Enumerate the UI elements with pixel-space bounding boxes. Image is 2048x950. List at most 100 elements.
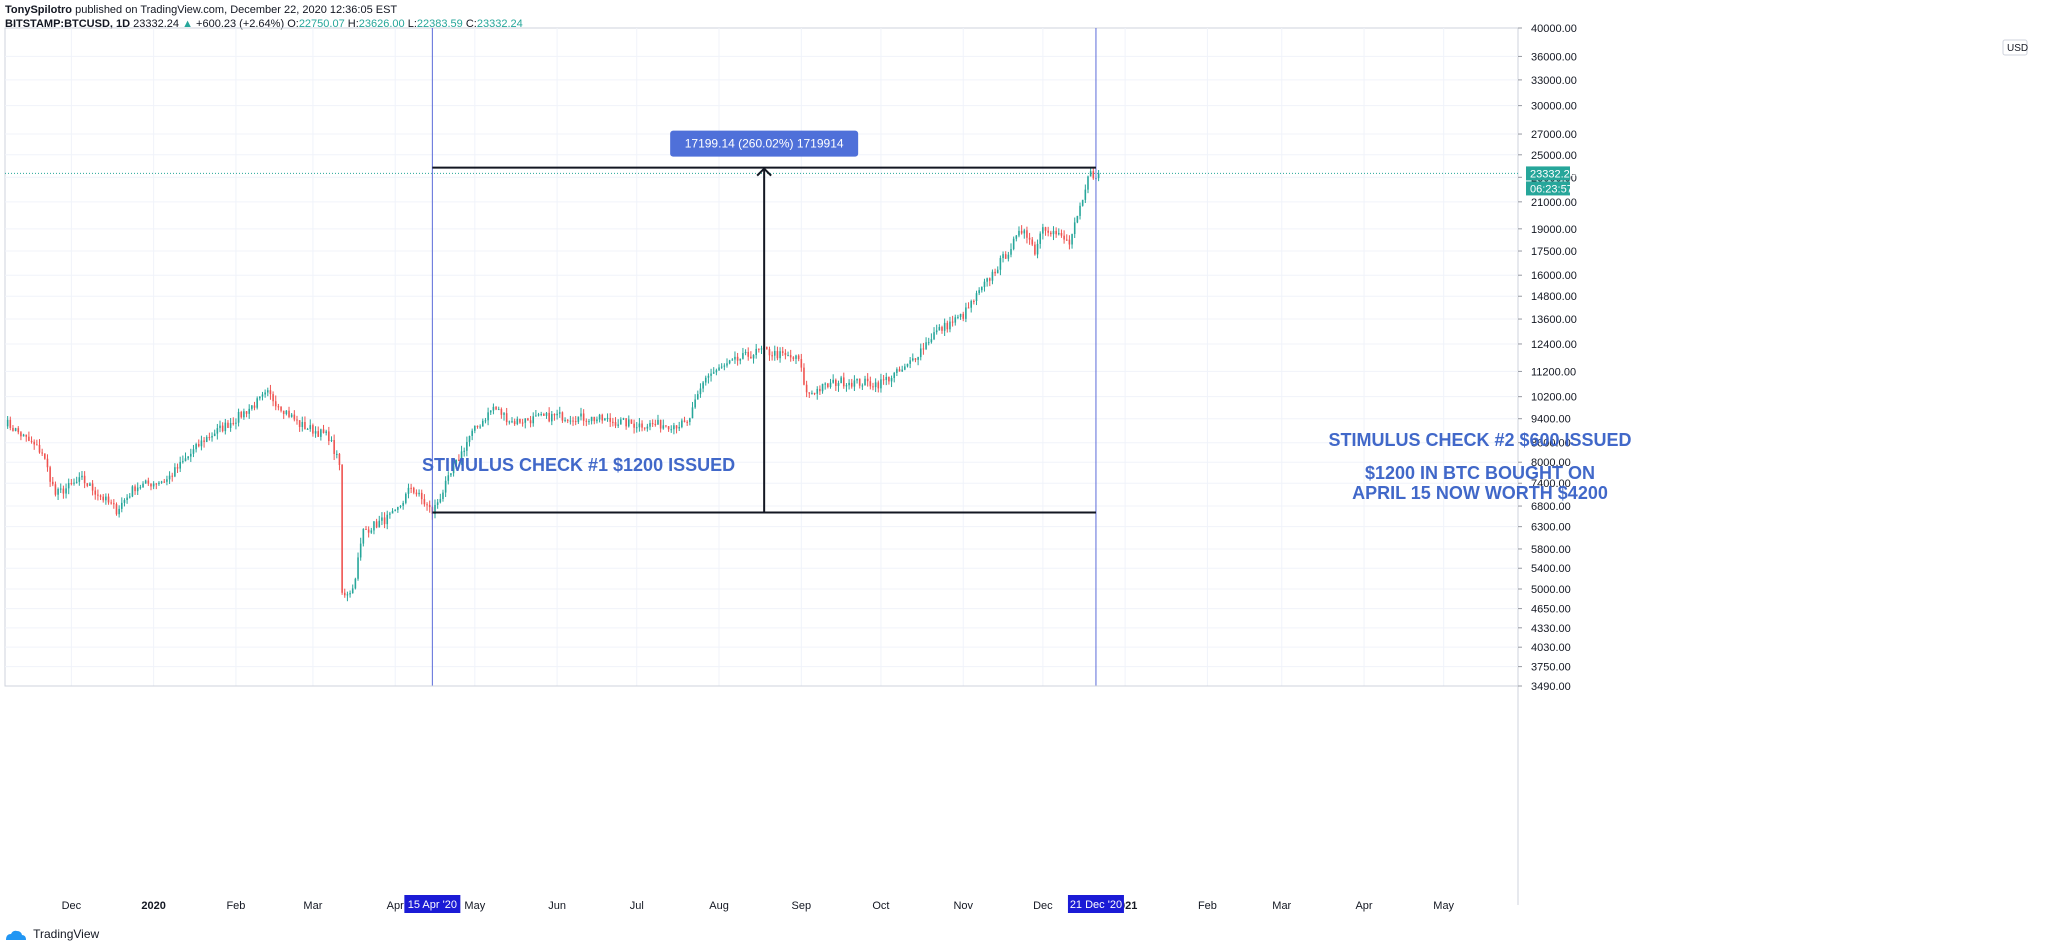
candle: [322, 424, 325, 434]
candle-body: [386, 514, 389, 525]
candle: [439, 493, 442, 504]
author-name[interactable]: TonySpilotro: [5, 4, 73, 16]
candle: [885, 372, 888, 386]
candle: [187, 455, 189, 461]
candle-body: [253, 405, 256, 408]
x-tick-label: Dec: [1033, 900, 1053, 912]
candle-body: [545, 412, 548, 416]
candle-body: [678, 427, 681, 429]
candle-body: [33, 441, 35, 445]
candle-body: [874, 382, 877, 388]
candle: [136, 482, 139, 495]
candle-body: [86, 483, 89, 486]
candle-body: [20, 432, 22, 437]
candle-body: [163, 481, 166, 483]
candle-body: [426, 504, 428, 506]
candle: [357, 552, 359, 581]
candle: [811, 390, 813, 395]
candle-body: [943, 322, 946, 331]
candle-body: [954, 317, 957, 323]
candle-body: [951, 321, 954, 323]
candle: [259, 396, 261, 401]
candle: [561, 411, 564, 423]
candle: [330, 436, 333, 442]
x-tick-label: Oct: [872, 900, 889, 912]
candle-body: [689, 418, 691, 423]
candle: [328, 426, 330, 446]
candle-body: [126, 497, 128, 501]
candle: [309, 419, 312, 432]
candle: [89, 482, 91, 486]
candle-body: [566, 419, 569, 421]
candle: [946, 320, 949, 333]
candle-body: [59, 488, 62, 490]
candle-body: [280, 406, 282, 411]
candle: [410, 483, 412, 494]
footer-brand[interactable]: TradingView: [5, 927, 99, 941]
candle-body: [513, 421, 516, 425]
candle-body: [1071, 234, 1073, 245]
time-axis[interactable]: Dec 2020 Feb Mar Apr May Jun Jul Aug Sep Oct Nov Dec…: [5, 685, 1518, 913]
candle: [22, 433, 25, 437]
candle-body: [1050, 232, 1052, 235]
candle-body: [917, 357, 919, 360]
candle-body: [808, 392, 811, 394]
change-up-icon: ▲: [182, 18, 193, 30]
candle: [649, 420, 651, 431]
candle: [949, 316, 951, 333]
candle: [665, 425, 667, 428]
candle: [447, 471, 450, 485]
candle: [832, 374, 834, 384]
candle-body: [723, 365, 726, 367]
candle-body: [827, 383, 829, 388]
candle-body: [922, 348, 925, 350]
price-axis[interactable]: 40000.00 36000.00 33000.00 30000.00 27000.00…: [1518, 23, 2028, 693]
candle: [808, 392, 811, 398]
candle: [535, 409, 537, 417]
candle: [521, 418, 524, 427]
candle-body: [208, 437, 211, 439]
candle: [99, 494, 102, 501]
candle-body: [182, 461, 184, 463]
candle-body: [837, 383, 840, 386]
candle-body: [479, 426, 481, 428]
candle: [975, 290, 978, 306]
candle: [758, 348, 760, 353]
candle: [113, 499, 115, 509]
candle-body: [62, 488, 65, 494]
candle-body: [73, 482, 75, 484]
candle: [943, 318, 946, 336]
candle-body: [500, 409, 503, 415]
candle: [627, 415, 630, 428]
candle: [917, 356, 919, 366]
candle-body: [803, 367, 805, 385]
candle: [1073, 217, 1076, 239]
candle: [970, 299, 972, 313]
candle-body: [458, 459, 460, 462]
candle-body: [1055, 230, 1057, 235]
candle: [25, 434, 28, 442]
candle: [46, 454, 49, 472]
candle: [44, 453, 46, 460]
candle-body: [168, 475, 171, 480]
candle: [941, 325, 943, 334]
candle-body: [630, 419, 633, 424]
chart-overlays: 17199.14 (260.02%) 1719914: [5, 28, 1518, 686]
candle: [391, 508, 394, 514]
candle-body: [67, 483, 70, 489]
candle: [468, 435, 471, 447]
y-tick-label: 33000.00: [1531, 75, 1577, 87]
candle-body: [880, 379, 882, 389]
candle-body: [704, 377, 707, 383]
candle: [824, 382, 827, 390]
candle-body: [51, 481, 54, 485]
candle: [423, 494, 426, 507]
candle-body: [1076, 215, 1079, 223]
candle-body: [574, 421, 577, 423]
candle: [529, 415, 532, 428]
candle-body: [758, 348, 760, 350]
candle-body: [766, 346, 768, 350]
candle-body: [309, 425, 312, 429]
candle: [476, 425, 479, 429]
